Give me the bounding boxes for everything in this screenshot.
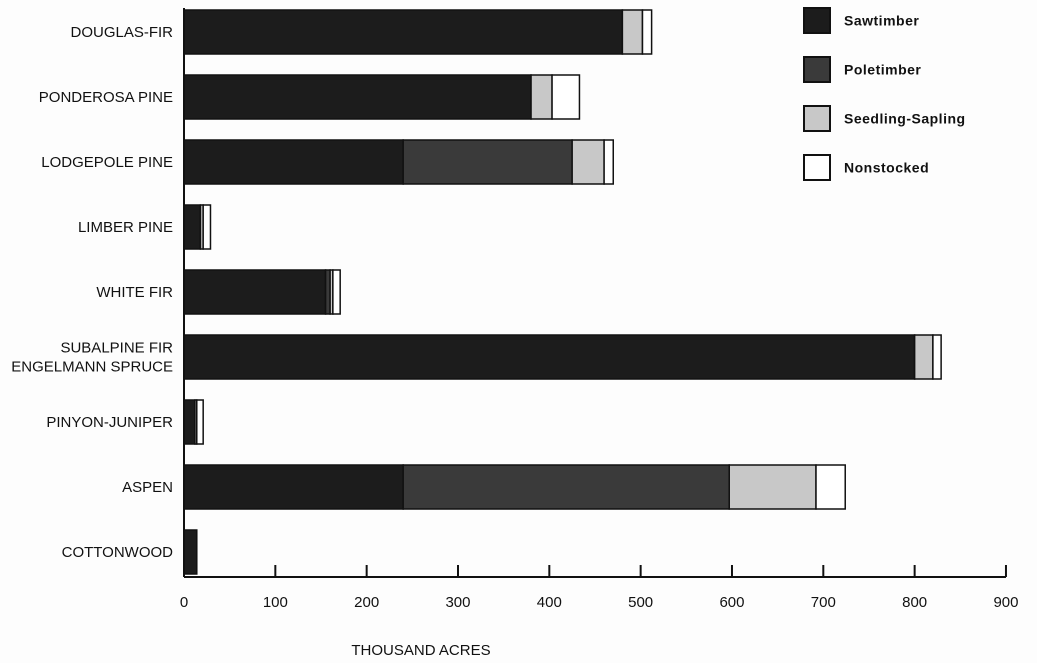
bar-segment-sawtimber-2 (183, 139, 404, 185)
bar-segment-nonstocked-7 (815, 464, 846, 510)
bar-segment-seedling-sapling-5 (913, 334, 934, 380)
category-label: DOUGLAS-FIR (70, 24, 173, 41)
bars-group (183, 9, 942, 575)
x-tick-label: 700 (811, 594, 836, 611)
bar-segment-nonstocked-2 (603, 139, 615, 185)
category-labels: DOUGLAS-FIR PONDEROSA PINE LODGEPOLE PINE L… (11, 24, 173, 561)
bar-segment-sawtimber-0 (183, 9, 624, 55)
legend-label: Seedling-Sapling (844, 111, 966, 127)
x-tick-label: 100 (263, 594, 288, 611)
bar-segment-nonstocked-3 (202, 204, 212, 250)
legend-label: Nonstocked (844, 160, 929, 176)
x-axis-title: THOUSAND ACRES (351, 642, 490, 659)
category-label: ENGELMANN SPRUCE (11, 359, 173, 376)
x-tick-label: 300 (445, 594, 470, 611)
category-label: SUBALPINE FIR (60, 340, 173, 357)
category-label: LODGEPOLE PINE (41, 154, 173, 171)
bar-segment-sawtimber-5 (183, 334, 916, 380)
x-tick-label: 400 (537, 594, 562, 611)
bar-segment-nonstocked-1 (551, 74, 581, 120)
bar-segment-nonstocked-0 (641, 9, 653, 55)
legend: Sawtimber Poletimber Seedling-Sapling Nonst… (803, 7, 966, 181)
bar-segment-seedling-sapling-0 (621, 9, 644, 55)
legend-swatch-poletimber (803, 56, 831, 83)
x-tick-label: 500 (628, 594, 653, 611)
x-tick-label: 0 (180, 594, 188, 611)
bar-segment-sawtimber-8 (183, 529, 198, 575)
bar-segment-seedling-sapling-7 (728, 464, 817, 510)
x-tick-label: 600 (719, 594, 744, 611)
bar-segment-nonstocked-5 (932, 334, 942, 380)
legend-swatch-sawtimber (803, 7, 831, 34)
bar-segment-sawtimber-7 (183, 464, 404, 510)
bar-segment-sawtimber-3 (183, 204, 202, 250)
legend-swatch-nonstocked (803, 154, 831, 181)
x-tick-label: 200 (354, 594, 379, 611)
bar-segment-seedling-sapling-2 (571, 139, 605, 185)
x-tick-label: 800 (902, 594, 927, 611)
bar-segment-sawtimber-1 (183, 74, 532, 120)
category-label: COTTONWOOD (62, 544, 174, 561)
bar-segment-seedling-sapling-1 (530, 74, 553, 120)
category-label: ASPEN (122, 479, 173, 496)
category-label: LIMBER PINE (78, 219, 173, 236)
legend-swatch-seedling-sapling (803, 105, 831, 132)
bar-segment-poletimber-2 (402, 139, 573, 185)
category-label: WHITE FIR (96, 284, 173, 301)
category-label: PONDEROSA PINE (39, 89, 173, 106)
category-label: PINYON-JUNIPER (46, 414, 173, 431)
bar-segment-sawtimber-6 (183, 399, 196, 445)
bar-segment-nonstocked-4 (332, 269, 341, 315)
x-axis-ticks: 0 100 200 300 400 500 600 700 800 900 (180, 565, 1018, 611)
x-tick-label: 900 (993, 594, 1018, 611)
legend-label: Poletimber (844, 62, 921, 78)
bar-segment-poletimber-7 (402, 464, 730, 510)
bar-segment-sawtimber-4 (183, 269, 327, 315)
legend-label: Sawtimber (844, 13, 919, 29)
bar-segment-nonstocked-6 (196, 399, 204, 445)
